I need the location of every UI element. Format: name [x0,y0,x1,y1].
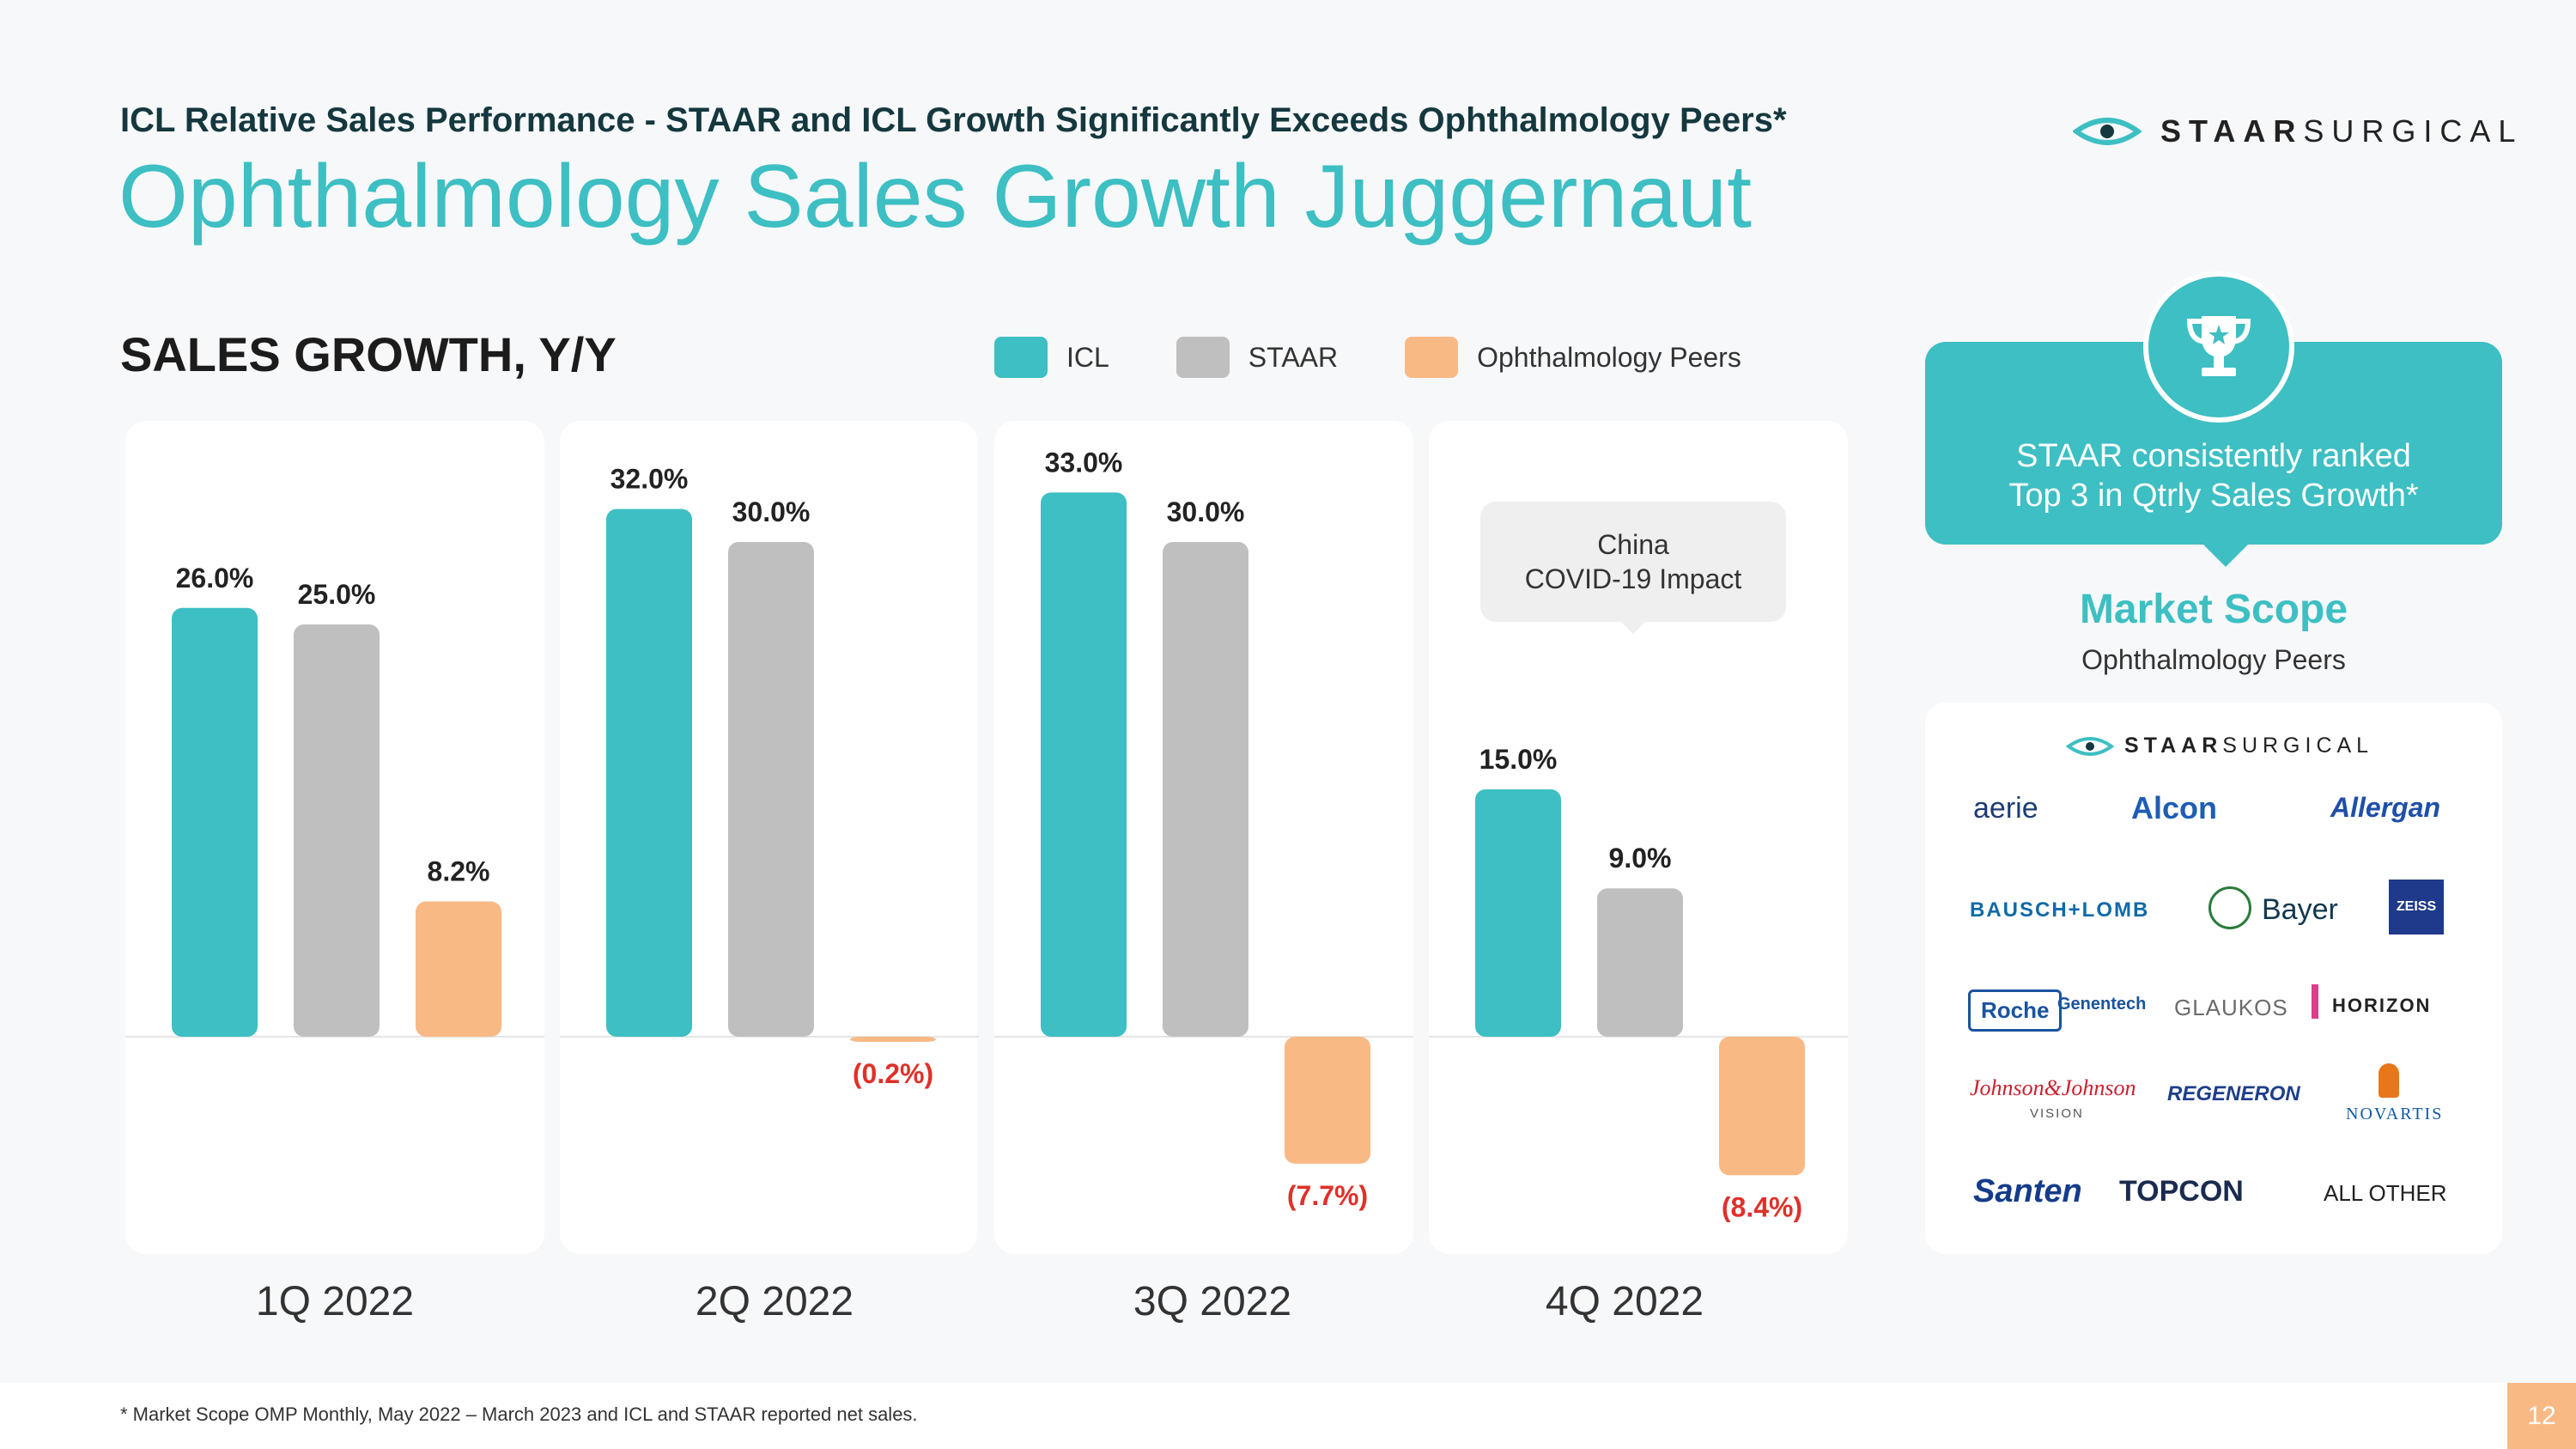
peer-logo-alcon: Alcon [2131,790,2218,825]
data-label-staar: 9.0% [1609,843,1672,874]
peer-logo-allergan: Allergan [2330,792,2441,823]
trophy-badge [2143,271,2294,423]
data-label-peers: (0.2%) [853,1058,933,1089]
covid-callout: China COVID-19 Impact [1480,502,1786,622]
eye-icon [2073,118,2142,145]
quarter-label: 3Q 2022 [1133,1279,1292,1324]
footnote: * Market Scope OMP Monthly, May 2022 – M… [120,1403,918,1425]
trophy-icon [2186,316,2251,376]
eye-icon [2066,736,2114,756]
bar-peers [416,901,501,1037]
quarter-label: 4Q 2022 [1545,1279,1704,1324]
page-number: 12 [2507,1383,2576,1449]
legend-item-peers: Ophthalmology Peers [1405,337,1741,378]
data-label-staar: 30.0% [732,496,811,527]
peer-logo-roche: Roche [1968,989,2063,1032]
legend-label-peers: Ophthalmology Peers [1477,341,1741,373]
peer-logo-topcon: TOPCON [2119,1175,2244,1208]
callout-line-2: COVID-19 Impact [1524,563,1742,594]
bar-peers [1719,1037,1805,1176]
data-label-icl: 26.0% [176,563,254,594]
legend-swatch-peers [1405,337,1459,378]
bar-icl [1041,492,1127,1037]
peer-logo-jnj-vision: VISION [2030,1106,2084,1121]
peer-logo-glaukos: GLAUKOS [2174,995,2288,1020]
market-scope-title: Market Scope [2079,587,2348,632]
novartis-flame-icon [2379,1063,2399,1098]
quarter-label: 1Q 2022 [255,1279,415,1324]
legend-item-staar: STAAR [1176,337,1338,378]
peer-logo-jnj: Johnson&Johnson [1970,1075,2136,1100]
data-label-icl: 32.0% [611,464,689,495]
legend-item-icl: ICL [994,337,1109,378]
bar-icl [1475,789,1561,1037]
bar-staar [294,624,380,1037]
legend-swatch-icl [994,337,1048,378]
peer-logo-santen: Santen [1973,1173,2082,1209]
data-label-peers: (8.4%) [1722,1191,1802,1222]
ranking-card-pointer [2202,543,2250,567]
bar-icl [172,607,258,1037]
peer-logo-aerie: aerie [1973,792,2038,825]
callout-pointer [1619,620,1647,634]
callout-line-1: China [1597,529,1669,560]
chart-heading: SALES GROWTH, Y/Y [120,327,617,381]
bar-staar [1597,888,1683,1037]
peer-logos-panel: STAARSURGICAL aerie Alcon Allergan BAUSC… [1925,703,2502,1254]
data-label-staar: 30.0% [1167,496,1245,527]
footer-bar [0,1383,2576,1449]
peer-logo-regeneron: REGENERON [2167,1082,2300,1105]
data-label-icl: 15.0% [1479,744,1558,775]
slide-title: Ophthalmology Sales Growth Juggernaut [118,147,1752,247]
horizon-mark-icon [2312,984,2318,1019]
data-label-peers: (7.7%) [1287,1180,1368,1211]
logo-wordmark: STAARSURGICAL [2160,113,2524,149]
peer-logo-genentech: Genentech [2057,995,2147,1014]
slide-kicker: ICL Relative Sales Performance - STAAR a… [120,101,1787,139]
data-label-peers: 8.2% [428,856,490,887]
bar-icl [606,508,692,1037]
bar-peers [850,1037,936,1042]
peer-logo-zeiss: ZEISS [2389,880,2444,935]
data-label-staar: 25.0% [298,579,376,610]
bar-peers [1285,1037,1370,1164]
data-label-icl: 33.0% [1045,447,1123,478]
peer-logo-novartis: NOVARTIS [2346,1105,2444,1123]
bar-staar [1163,542,1249,1037]
ranking-line-2: Top 3 in Qtrly Sales Growth* [2008,478,2419,514]
peer-logo-bausch-lomb: BAUSCH+LOMB [1970,898,2150,922]
bar-staar [728,542,814,1037]
bayer-cross-icon [2208,886,2251,929]
ranking-line-1: STAAR consistently ranked [2016,438,2411,474]
peer-logo-staar: STAARSURGICAL [2066,734,2373,758]
market-scope-subtitle: Ophthalmology Peers [2081,644,2346,675]
peer-logo-bayer: Bayer [2262,893,2338,926]
legend-swatch-staar [1176,337,1230,378]
staar-logo: STAARSURGICAL [2073,113,2523,149]
peer-logo-all-other: ALL OTHER [2324,1180,2447,1206]
legend-label-staar: STAAR [1248,341,1339,373]
peer-logo-horizon: HORIZON [2332,995,2432,1016]
quarter-label: 2Q 2022 [695,1279,854,1324]
chart-legend: ICL STAAR Ophthalmology Peers [994,337,1808,378]
legend-label-icl: ICL [1066,341,1109,373]
